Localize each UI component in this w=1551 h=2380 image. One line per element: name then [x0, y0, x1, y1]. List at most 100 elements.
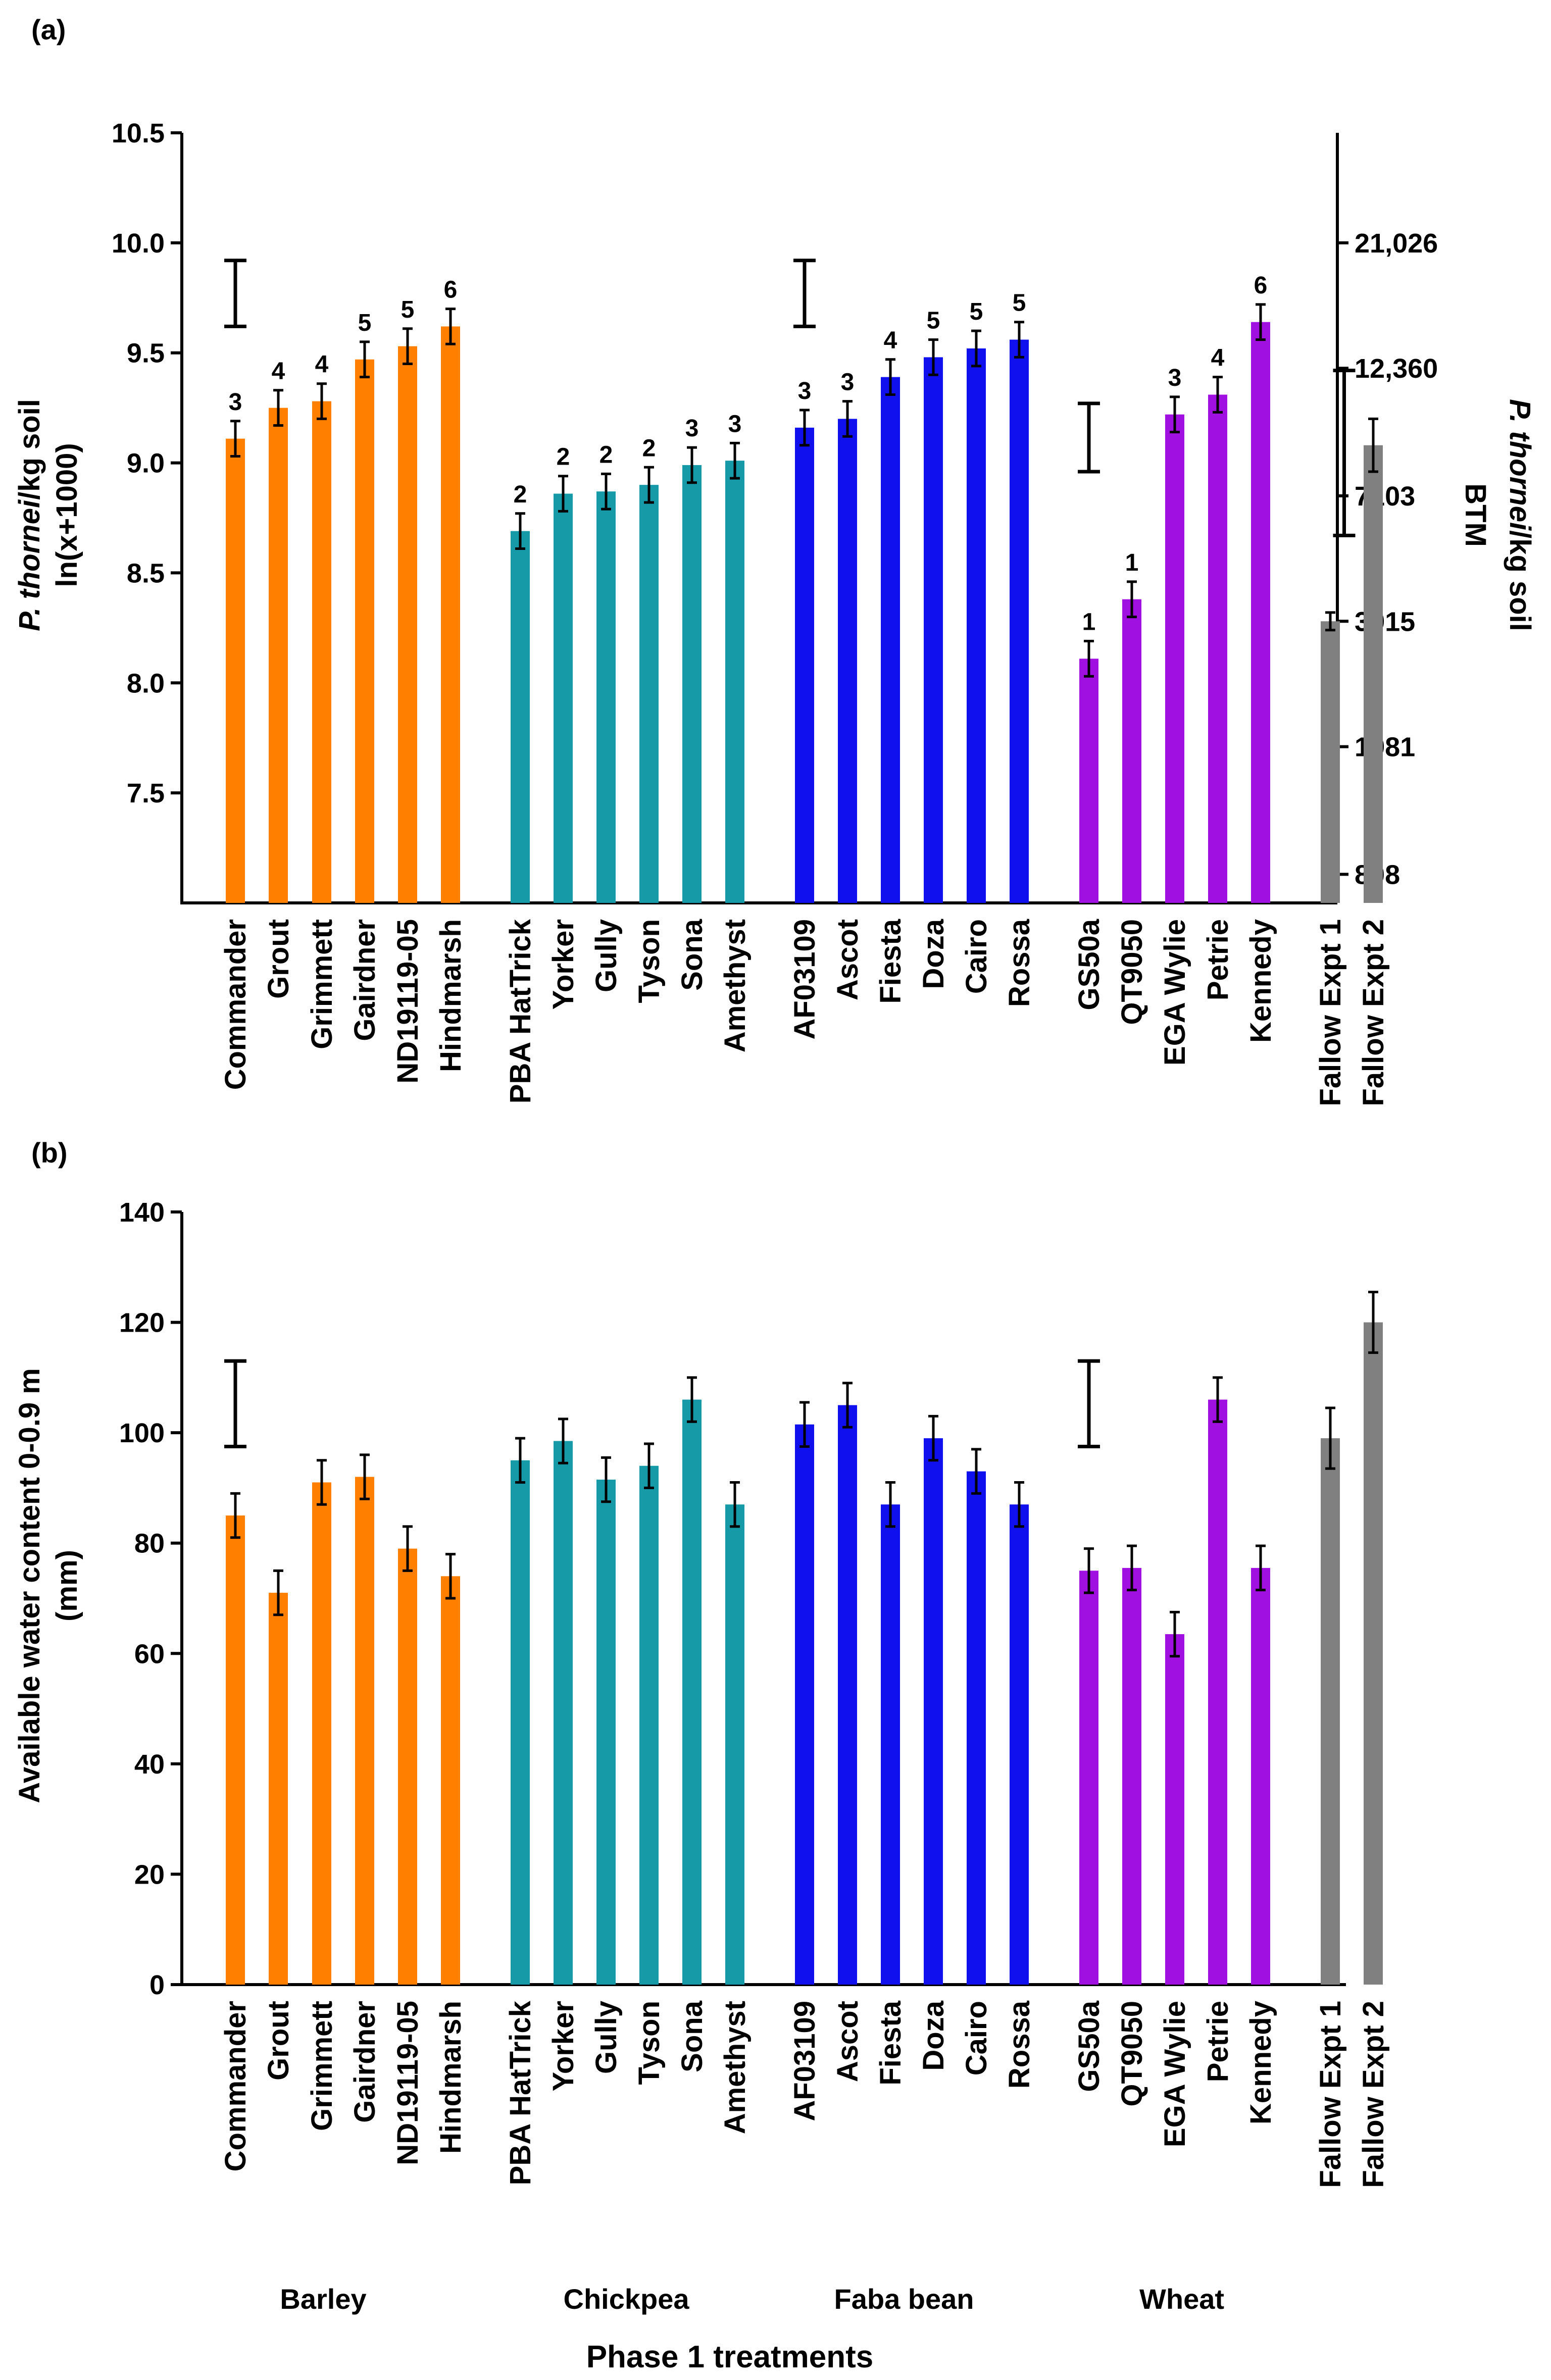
panel-a-y2-axis-title: P. thornei/kg soil: [1504, 399, 1536, 631]
panel-a-y-axis-title: P. thornei/kg soil: [13, 399, 46, 631]
rank-label: 3: [728, 411, 742, 437]
x-tick-label-nd19119-05: ND19119-05: [391, 2001, 424, 2165]
x-tick-label-grimmett: Grimmett: [306, 2001, 338, 2131]
x-tick-label-rossa: Rossa: [1003, 919, 1036, 1007]
rank-label: 1: [1082, 609, 1096, 636]
bar-ascot: [838, 419, 857, 903]
panel-b-label: (b): [31, 1137, 68, 1169]
bar-rossa: [1010, 1504, 1029, 1985]
rank-label: 3: [798, 378, 812, 404]
lsd-bar-barley: [224, 259, 246, 328]
rank-label: 2: [557, 444, 570, 471]
bar-fallow-expt-1: [1321, 621, 1340, 903]
group-label-wheat: Wheat: [1139, 2283, 1224, 2315]
panel-a-y-title-rest: /kg soil: [13, 399, 46, 500]
bar-grout: [269, 1593, 288, 1985]
x-tick-label-grimmett: Grimmett: [306, 919, 338, 1049]
x-tick-label-kennedy: Kennedy: [1244, 2001, 1277, 2124]
bar-fallow-expt-2: [1364, 445, 1383, 903]
x-tick-label-hindmarsh: Hindmarsh: [434, 919, 467, 1072]
rank-label: 5: [927, 308, 940, 334]
bar-ega-wylie: [1165, 414, 1184, 903]
panel-a-label: (a): [31, 14, 66, 45]
x-tick-label-nd19119-05: ND19119-05: [391, 919, 424, 1084]
panel-b-y-axis-subtitle: (mm): [51, 1550, 83, 1622]
rank-label: 6: [444, 277, 458, 303]
rank-label: 3: [229, 389, 242, 416]
bar-grimmett: [312, 401, 331, 903]
y-tick-label: 10.5: [112, 118, 165, 148]
y-tick-label: 9.5: [127, 338, 165, 369]
x-tick-label-af03109: AF03109: [788, 2001, 821, 2121]
bar-doza: [924, 357, 943, 903]
x-tick-label-petrie: Petrie: [1202, 919, 1234, 1000]
x-tick-label-gully: Gully: [590, 919, 623, 992]
panel-a-y-title-italic: P. thornei: [13, 499, 46, 631]
rank-label: 4: [884, 327, 897, 354]
rank-label: 4: [315, 351, 329, 378]
y-tick-label: 8.5: [127, 558, 165, 588]
rank-label: 3: [841, 369, 855, 396]
bar-tyson: [639, 1465, 659, 1985]
y-tick-label: 100: [119, 1418, 165, 1448]
y-tick-label: 140: [119, 1197, 165, 1228]
x-tick-label-ega-wylie: EGA Wylie: [1159, 919, 1191, 1066]
x-tick-label-yorker: Yorker: [547, 919, 580, 1009]
bar-af03109: [795, 1424, 814, 1985]
bar-fiesta: [881, 1504, 900, 1985]
rank-label: 5: [1013, 290, 1026, 317]
x-tick-label-amethyst: Amethyst: [719, 919, 752, 1052]
bar-commander: [226, 438, 245, 903]
x-tick-label-tyson: Tyson: [633, 2001, 666, 2085]
y-tick-label: 7.5: [127, 778, 165, 808]
bar-gully: [596, 1480, 616, 1985]
x-tick-label-kennedy: Kennedy: [1244, 919, 1277, 1043]
bar-petrie: [1208, 1399, 1227, 1985]
y2-tick-label: 21,026: [1355, 228, 1438, 259]
y2-tick-label: 12,360: [1355, 353, 1438, 384]
y-tick-label: 80: [134, 1529, 165, 1559]
bar-sona: [682, 1399, 702, 1985]
bar-sona: [682, 465, 702, 903]
panel-a-y2-title-italic: P. thornei: [1504, 399, 1536, 531]
bar-petrie: [1208, 394, 1227, 903]
x-tick-label-petrie: Petrie: [1202, 2001, 1234, 2082]
bar-commander: [226, 1515, 245, 1985]
bar-pba-hattrick: [511, 1460, 530, 1985]
rank-label: 6: [1254, 272, 1268, 299]
bar-fallow-expt-1: [1321, 1438, 1340, 1985]
x-tick-label-fiesta: Fiesta: [874, 2000, 907, 2085]
bar-gully: [596, 491, 616, 903]
crop-group-labels: Barley Chickpea Faba bean Wheat: [280, 2283, 1224, 2315]
group-label-faba-bean: Faba bean: [834, 2283, 974, 2315]
rank-label: 2: [514, 481, 527, 508]
bar-nd19119-05: [398, 1548, 417, 1985]
bar-amethyst: [725, 1504, 744, 1985]
y-tick-label: 0: [149, 1970, 165, 2000]
x-tick-label-grout: Grout: [262, 2001, 295, 2081]
bar-rossa: [1010, 339, 1029, 903]
x-tick-label-grout: Grout: [262, 919, 295, 999]
bar-af03109: [795, 427, 814, 903]
x-tick-label-yorker: Yorker: [547, 2001, 580, 2091]
x-tick-label-gully: Gully: [590, 2001, 623, 2074]
x-tick-label-sona: Sona: [676, 2000, 709, 2072]
bar-grout: [269, 408, 288, 903]
x-tick-label-fallow-expt-2: Fallow Expt 2: [1357, 919, 1390, 1106]
x-tick-label-amethyst: Amethyst: [719, 2001, 752, 2134]
bar-gairdner: [355, 359, 374, 903]
lsd-bar-wheat: [1078, 1359, 1100, 1448]
bar-fiesta: [881, 377, 900, 903]
bar-amethyst: [725, 461, 744, 903]
x-tick-label-af03109: AF03109: [788, 919, 821, 1040]
panel-a-y-axis-subtitle: ln(x+1000): [51, 443, 83, 587]
rank-label: 4: [272, 358, 285, 385]
bar-cairo: [967, 348, 986, 903]
y-tick-label: 8.0: [127, 668, 165, 698]
x-tick-label-gairdner: Gairdner: [348, 2001, 381, 2123]
bar-ega-wylie: [1165, 1634, 1184, 1985]
rank-label: 5: [401, 296, 415, 323]
bar-doza: [924, 1438, 943, 1985]
bar-yorker: [554, 1441, 573, 1985]
